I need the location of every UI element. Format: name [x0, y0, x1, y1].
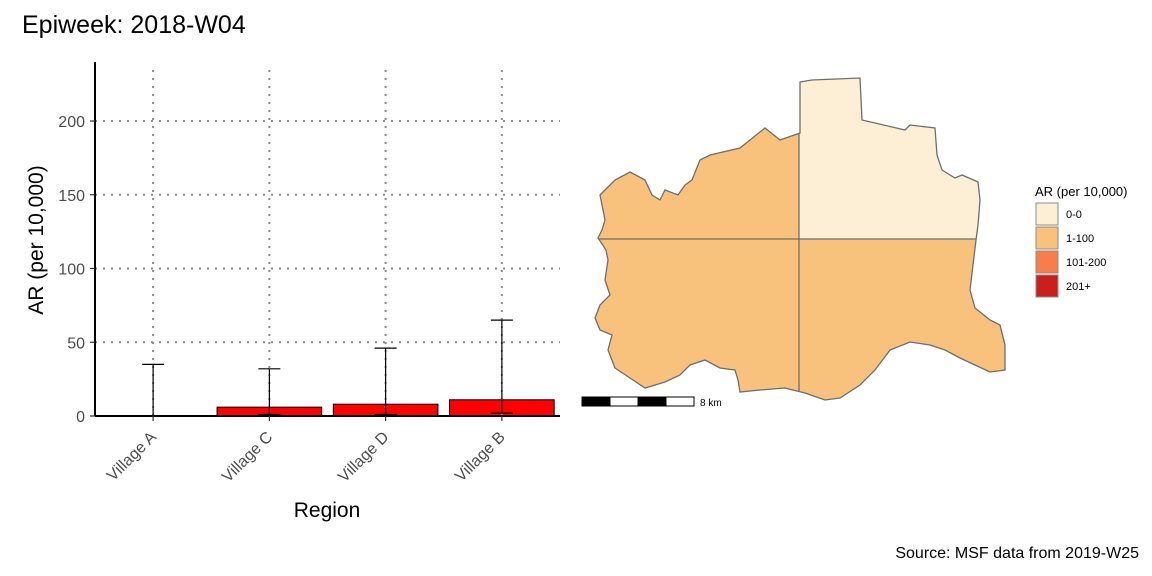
- chart-title: Epiweek: 2018-W04: [22, 11, 246, 39]
- x-tick-label: Village C: [219, 429, 276, 486]
- x-tick-label: Village B: [452, 429, 508, 485]
- region-south-west[interactable]: [580, 239, 799, 419]
- y-ticks: 0 50 100 150 200: [58, 114, 95, 426]
- map-outline: [594, 77, 1006, 401]
- legend-label: 101-200: [1066, 257, 1106, 269]
- region-north-east[interactable]: [799, 60, 1019, 239]
- legend-swatch: [1035, 226, 1059, 250]
- legend-swatch: [1035, 274, 1059, 298]
- x-tick-label: Village A: [104, 429, 160, 485]
- legend-label: 201+: [1066, 281, 1091, 293]
- region-north-west[interactable]: [580, 60, 799, 239]
- scale-label: 8 km: [700, 398, 722, 409]
- x-ticks: Village A Village C Village D Village B: [104, 416, 509, 486]
- x-tick-label: Village D: [335, 429, 392, 486]
- scale-bar: 8 km: [581, 396, 722, 409]
- y-tick-label: 100: [58, 262, 85, 279]
- legend-swatch: [1035, 202, 1059, 226]
- y-tick-label: 0: [76, 409, 85, 426]
- region-south-east[interactable]: [799, 239, 1019, 419]
- legend-label: 1-100: [1066, 233, 1094, 245]
- region-map: [580, 60, 1019, 419]
- map-legend: AR (per 10,000) 0-0 1-100 101-200 201+: [1035, 184, 1128, 298]
- y-tick-label: 50: [67, 335, 85, 352]
- y-axis-title: AR (per 10,000): [25, 165, 48, 314]
- legend-title: AR (per 10,000): [1035, 184, 1128, 199]
- caption: Source: MSF data from 2019-W25: [895, 545, 1139, 562]
- grid: [95, 120, 560, 344]
- y-tick-label: 150: [58, 188, 85, 205]
- x-axis-title: Region: [294, 499, 361, 522]
- y-tick-label: 200: [58, 114, 85, 131]
- legend-swatch: [1035, 250, 1059, 274]
- legend-label: 0-0: [1066, 209, 1082, 221]
